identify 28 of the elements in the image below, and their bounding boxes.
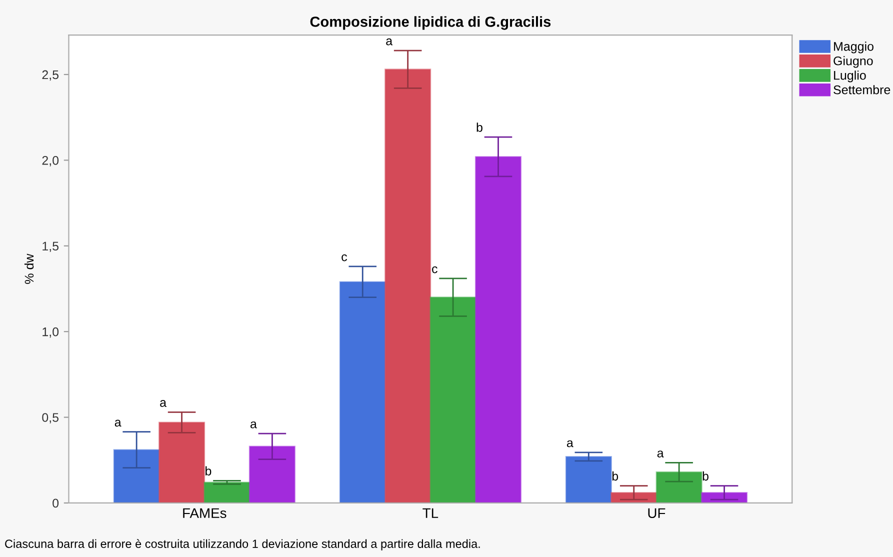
y-tick-label: 0 [52,498,59,508]
data-label: c [342,254,348,262]
data-label: a [114,420,122,427]
y-tick-label: 2,5 [42,70,59,81]
legend-label: Maggio [834,42,874,54]
data-label: b [612,471,618,481]
data-label: a [566,440,574,448]
data-label: c [432,266,438,274]
data-label: b [702,471,708,481]
y-tick-label: 0,5 [42,413,59,424]
chart-title: Composizione lipidica di G.gracilis [310,16,551,30]
text: Ciascuna barra di errore è costruita utilizzando 1 deviazione standard a partire dalla media. [5,539,480,550]
data-label: a [250,421,257,428]
x-tick-label: FAMEs [183,508,226,518]
y-tick-label: 1,5 [42,242,59,252]
legend-label: Giugno [834,56,873,68]
data-label: b [476,122,482,132]
data-label: a [160,400,167,407]
y-tick-label: 1,0 [42,327,59,338]
legend-label: Settembre [834,85,890,94]
y-tick-label: 2,0 [42,156,59,166]
data-label: a [386,38,393,46]
data-label: a [657,450,664,458]
legend-label: Luglio [834,70,866,82]
data-label: b [206,466,212,476]
y-axis-title: % dw [24,254,34,284]
x-tick-label: TL [422,508,438,518]
x-tick-label: UF [648,508,666,518]
